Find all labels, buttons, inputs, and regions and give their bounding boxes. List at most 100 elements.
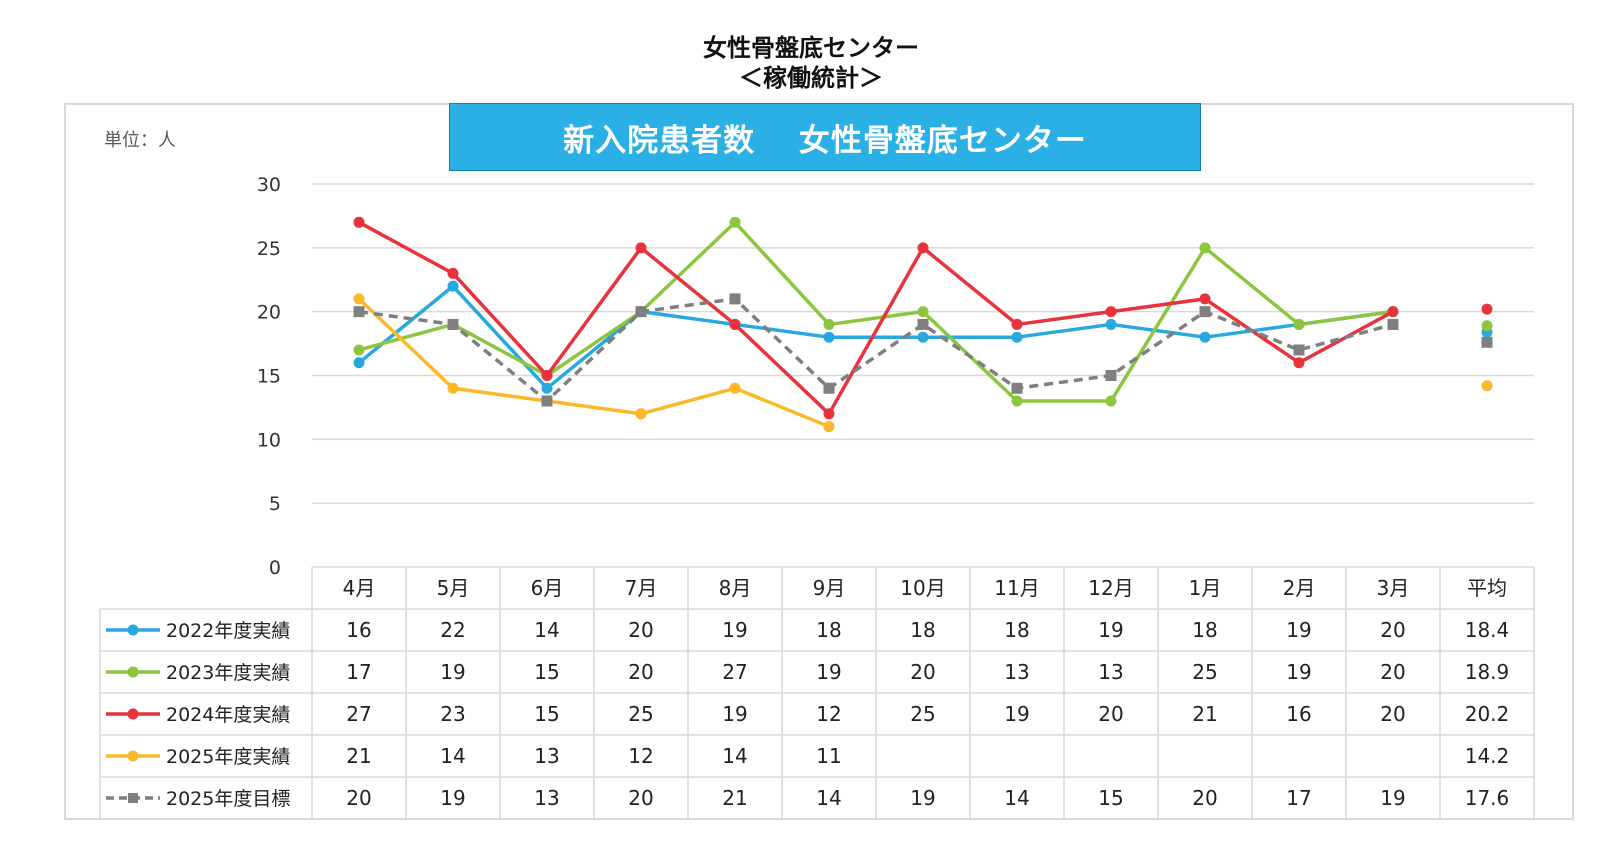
table-cell-average: 17.6 (1465, 786, 1510, 810)
data-point (1387, 306, 1399, 318)
data-point (353, 357, 365, 369)
series-line-3 (358, 220, 1394, 416)
series-line-5 (358, 297, 1394, 403)
data-point (1105, 370, 1117, 381)
data-point (353, 344, 365, 356)
table-cell-value: 20 (1380, 702, 1405, 726)
table-cell-value: 22 (440, 618, 465, 642)
data-point (1105, 306, 1117, 318)
table-cell-average: 14.2 (1465, 744, 1510, 768)
table-cell-value: 16 (346, 618, 371, 642)
data-point (823, 318, 835, 330)
chart-title: 新入院患者数 女性骨盤底センター (563, 122, 1087, 159)
table-cell-value: 23 (440, 702, 465, 726)
series-label: 2022年度実績 (166, 620, 290, 642)
table-cell-value: 19 (722, 618, 747, 642)
x-category-label: 8月 (719, 576, 752, 600)
table-cell-value: 25 (1192, 660, 1217, 684)
table-cell-value: 17 (1286, 786, 1311, 810)
table-cell-value: 13 (1098, 660, 1123, 684)
table-cell-value: 21 (1192, 702, 1217, 726)
series-line-1 (357, 284, 1394, 391)
data-point (823, 408, 835, 420)
chart-title-banner: 新入院患者数 女性骨盤底センター (449, 103, 1201, 171)
data-point (729, 216, 741, 228)
data-point (917, 318, 929, 330)
data-point (541, 370, 553, 381)
table-cell-value: 16 (1286, 702, 1311, 726)
table-cell-value: 20 (1380, 660, 1405, 684)
data-point (353, 216, 365, 228)
table-cell-value: 15 (534, 702, 559, 726)
table-cell-value: 19 (1286, 618, 1311, 642)
data-point (1199, 331, 1211, 343)
table-cell-value: 19 (440, 660, 465, 684)
y-tick-label: 10 (257, 429, 281, 451)
legend-marker-5 (128, 793, 138, 803)
table-cell-value: 14 (534, 618, 559, 642)
y-tick-label: 25 (257, 238, 281, 260)
x-category-label: 11月 (994, 576, 1039, 600)
data-point (917, 306, 929, 318)
x-category-label: 2月 (1283, 576, 1316, 600)
data-point (917, 331, 929, 343)
table-cell-value: 25 (628, 702, 653, 726)
series-line-4 (357, 297, 830, 429)
table-cell-value: 20 (1380, 618, 1405, 642)
data-point (1293, 357, 1305, 369)
x-category-label: 3月 (1377, 576, 1410, 600)
data-point (729, 318, 741, 330)
table-cell-value: 11 (816, 744, 841, 768)
average-point (1481, 320, 1493, 332)
data-point (353, 293, 365, 305)
data-point (635, 306, 647, 318)
data-point (823, 382, 835, 394)
data-point (1105, 318, 1117, 330)
data-point (1011, 382, 1023, 394)
data-point (823, 331, 835, 343)
legend-marker-1 (127, 624, 139, 636)
y-tick-label: 30 (257, 174, 281, 196)
table-cell-value: 20 (1098, 702, 1123, 726)
table-cell-value: 19 (816, 660, 841, 684)
legend-marker-4 (127, 750, 139, 762)
table-cell-value: 20 (346, 786, 371, 810)
table-cell-value: 18 (1004, 618, 1029, 642)
average-point (1481, 380, 1493, 392)
x-category-label: 12月 (1088, 576, 1133, 600)
table-cell-value: 13 (534, 786, 559, 810)
table-cell-value: 20 (910, 660, 935, 684)
table-cell-value: 21 (722, 786, 747, 810)
table-cell-value: 18 (910, 618, 935, 642)
x-category-label: 10月 (900, 576, 945, 600)
legend-marker-2 (127, 666, 139, 678)
data-point (1011, 331, 1023, 343)
table-cell-value: 20 (1192, 786, 1217, 810)
y-tick-label: 20 (257, 302, 281, 324)
y-tick-label: 15 (257, 366, 281, 388)
series-label: 2024年度実績 (166, 704, 290, 726)
table-cell-value: 27 (722, 660, 747, 684)
data-point (1105, 395, 1117, 407)
table-cell-average: 20.2 (1465, 702, 1510, 726)
table-cell-value: 15 (534, 660, 559, 684)
x-category-label: 7月 (625, 576, 658, 600)
unit-label: 単位：人 (104, 130, 176, 151)
table-cell-value: 14 (440, 744, 465, 768)
data-point (1199, 242, 1211, 254)
x-category-label: 1月 (1189, 576, 1222, 600)
x-category-label: 5月 (437, 576, 470, 600)
table-cell-value: 12 (816, 702, 841, 726)
table-cell-value: 21 (346, 744, 371, 768)
table-cell-value: 19 (1380, 786, 1405, 810)
series-label: 2025年度実績 (166, 746, 290, 768)
data-point (447, 280, 459, 292)
data-point (1387, 318, 1399, 330)
table-cell-value: 19 (1286, 660, 1311, 684)
data-point (635, 408, 647, 420)
data-point (823, 421, 835, 433)
table-cell-value: 19 (440, 786, 465, 810)
series-label: 2023年度実績 (166, 662, 290, 684)
table-cell-value: 19 (1004, 702, 1029, 726)
